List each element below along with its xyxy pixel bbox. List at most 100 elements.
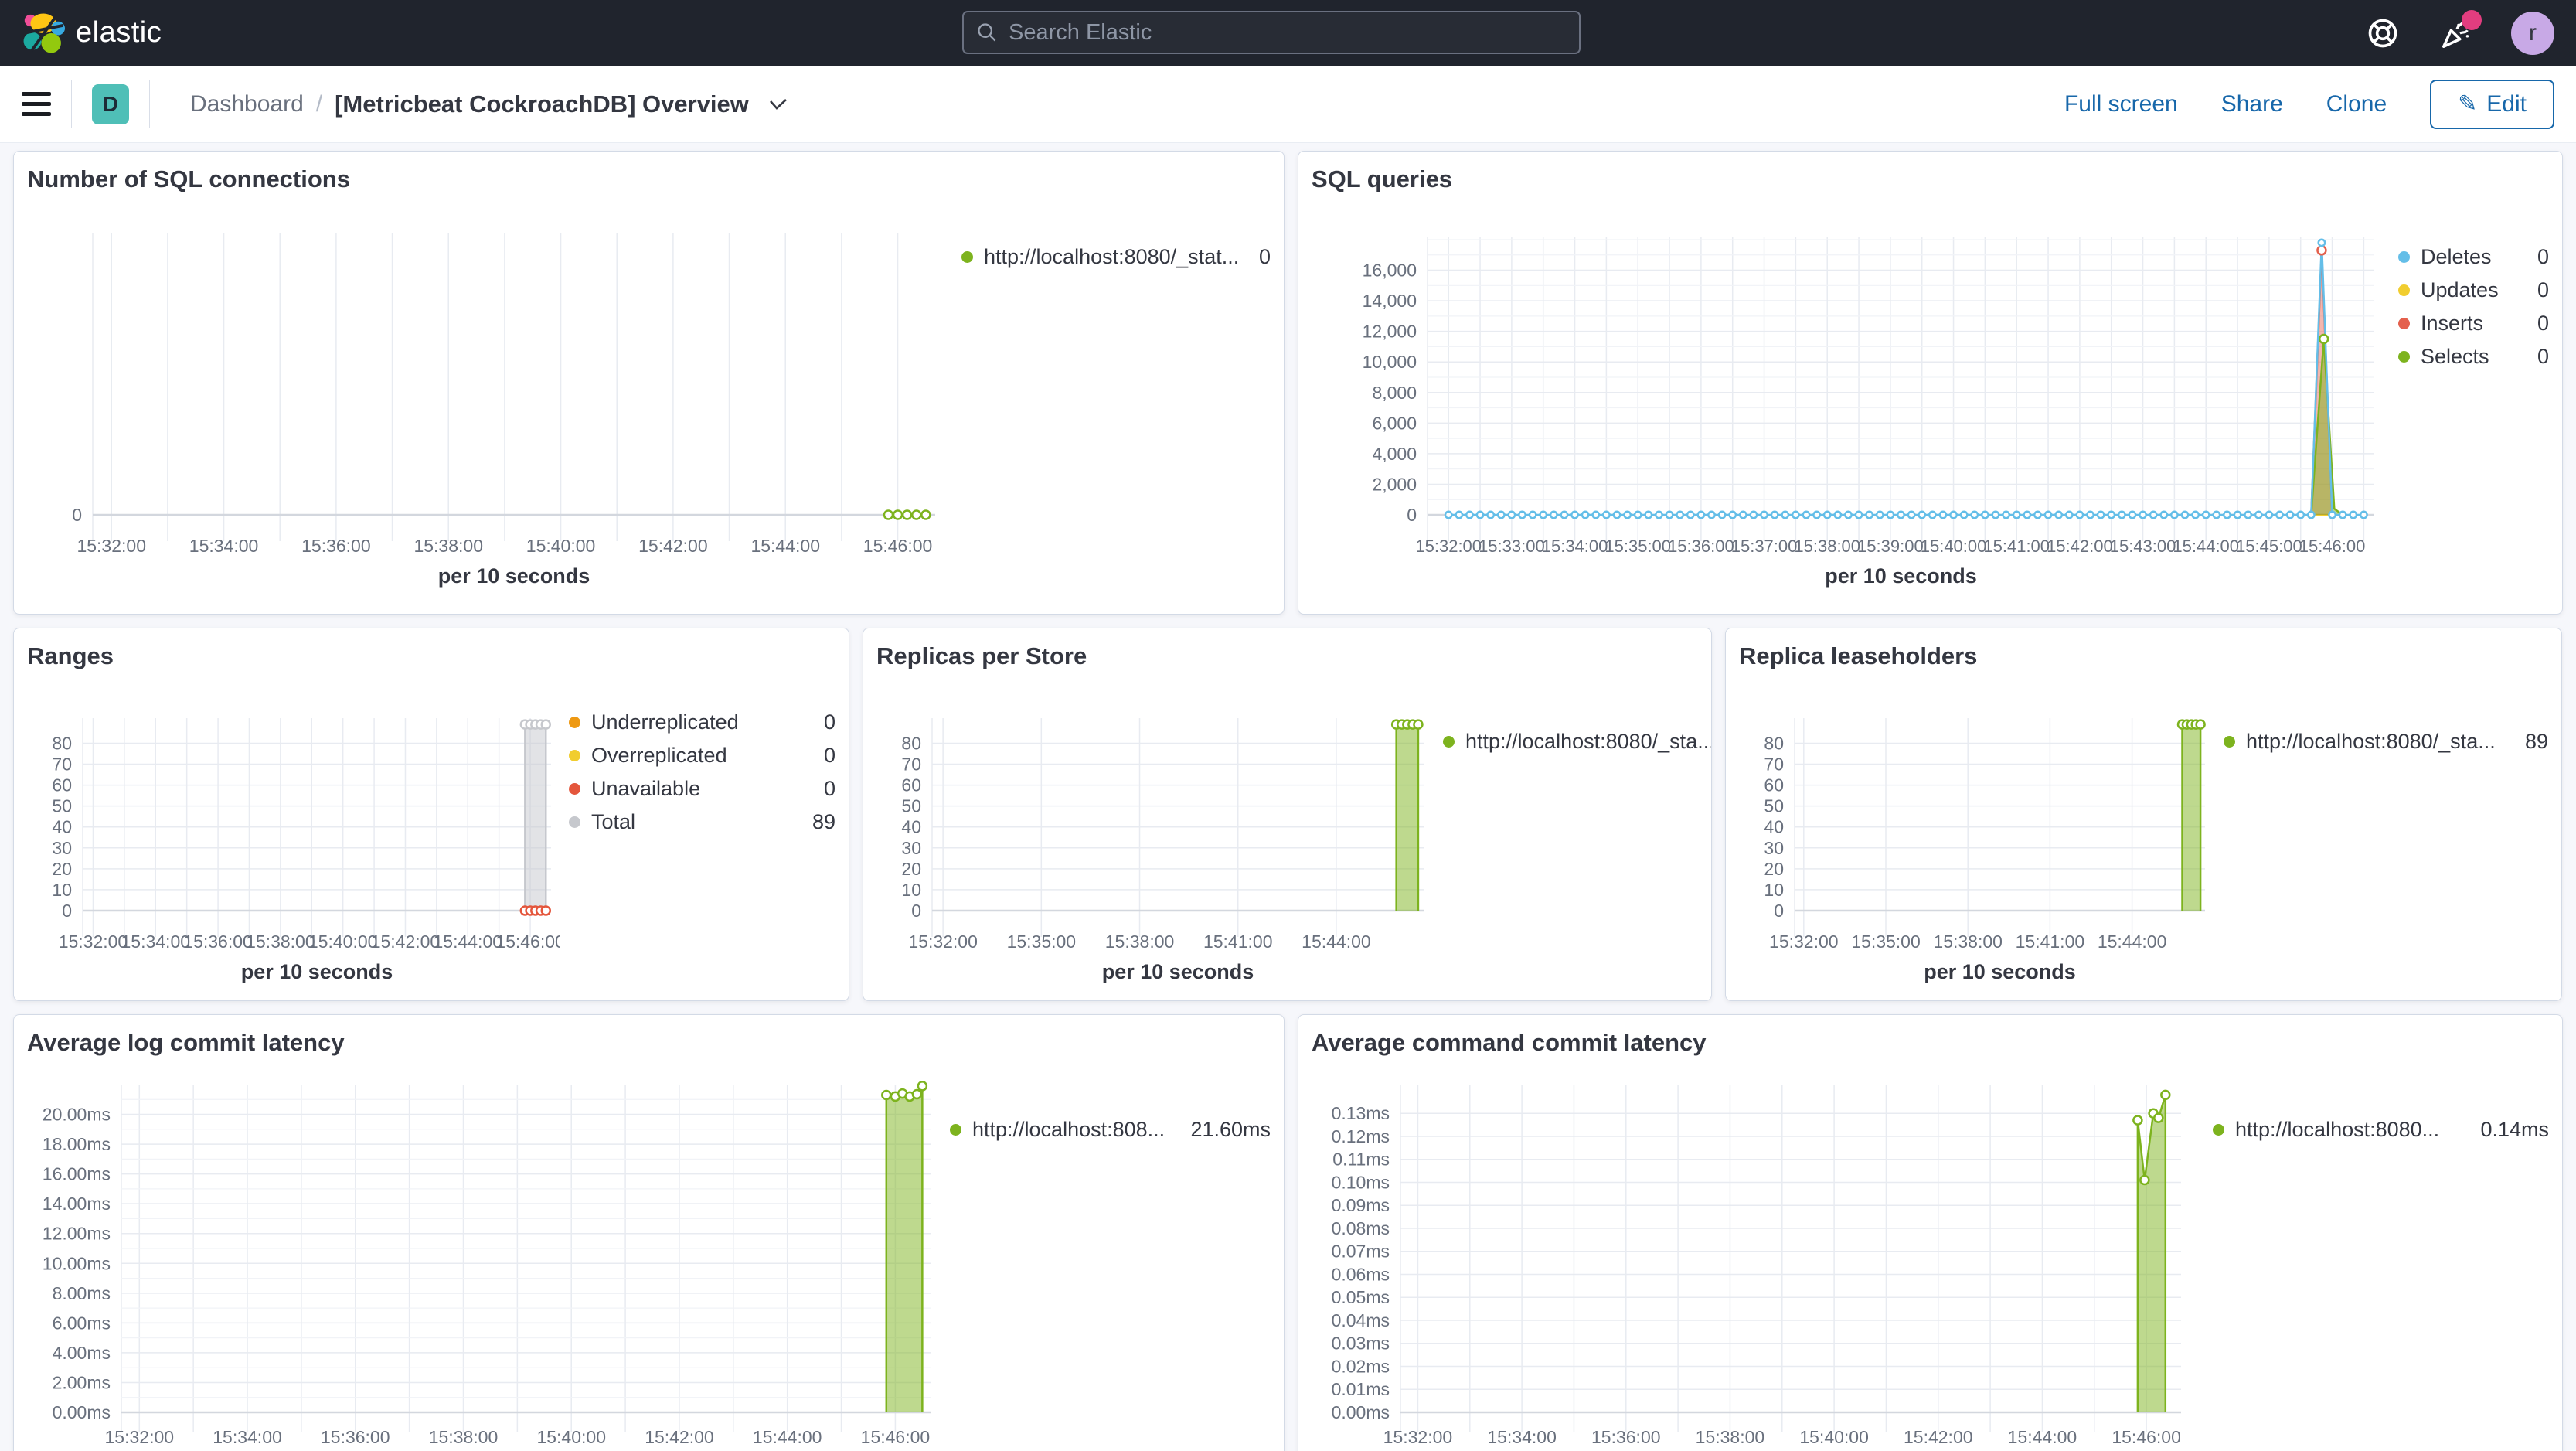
divider <box>71 80 72 128</box>
svg-text:6,000: 6,000 <box>1372 414 1417 434</box>
svg-text:8,000: 8,000 <box>1372 383 1417 403</box>
global-search[interactable] <box>962 11 1581 54</box>
svg-text:0.04ms: 0.04ms <box>1332 1310 1390 1330</box>
legend-item[interactable]: Inserts 0 <box>2398 307 2549 340</box>
panel-replica-leaseholders: Replica leaseholders 0 10 20 30 40 50 60 70 80 15… <box>1725 628 2562 1001</box>
svg-text:50: 50 <box>52 796 72 816</box>
breadcrumb-dashboard[interactable]: Dashboard <box>190 90 304 117</box>
svg-text:12.00ms: 12.00ms <box>43 1224 111 1244</box>
legend-label: Unavailable <box>591 777 701 801</box>
svg-text:16.00ms: 16.00ms <box>43 1164 111 1184</box>
svg-text:10: 10 <box>901 880 921 900</box>
svg-text:0.05ms: 0.05ms <box>1332 1288 1390 1308</box>
search-input[interactable] <box>1009 19 1567 46</box>
clone-button[interactable]: Clone <box>2326 90 2387 117</box>
svg-text:15:46:00: 15:46:00 <box>861 1427 931 1447</box>
legend-label: Total <box>591 810 636 834</box>
svg-text:20: 20 <box>1764 859 1784 879</box>
legend-item[interactable]: http://localhost:8080/_sta...89 <box>2224 725 2548 758</box>
svg-text:15:44:00: 15:44:00 <box>750 536 820 556</box>
share-button[interactable]: Share <box>2220 90 2283 117</box>
legend-item[interactable]: Overreplicated 0 <box>569 739 835 772</box>
panel-title: Replica leaseholders <box>1739 642 1978 669</box>
edit-button[interactable]: ✎ Edit <box>2430 79 2554 129</box>
legend-item[interactable]: Selects 0 <box>2398 340 2549 373</box>
legend-swatch <box>569 750 580 762</box>
legend-item[interactable]: http://localhost:808... 21.60ms <box>950 1113 1271 1146</box>
svg-text:70: 70 <box>901 754 921 775</box>
svg-text:15:42:00: 15:42:00 <box>645 1427 714 1447</box>
notification-badge <box>2462 9 2482 30</box>
help-icon[interactable] <box>2363 13 2403 53</box>
svg-text:8.00ms: 8.00ms <box>53 1283 111 1303</box>
svg-text:15:37:00: 15:37:00 <box>1731 536 1798 556</box>
svg-text:15:41:00: 15:41:00 <box>1203 932 1273 952</box>
svg-text:0.09ms: 0.09ms <box>1332 1196 1390 1216</box>
legend-item[interactable]: Underreplicated 0 <box>569 706 835 739</box>
space-badge[interactable]: D <box>92 83 129 124</box>
panel-log-commit-latency: Average log commit latency 0.00ms 2.00ms 4… <box>13 1014 1285 1451</box>
legend-value: 0 <box>2537 245 2549 269</box>
svg-text:0.00ms: 0.00ms <box>53 1402 111 1422</box>
svg-text:15:44:00: 15:44:00 <box>753 1427 822 1447</box>
svg-text:15:44:00: 15:44:00 <box>1302 932 1371 952</box>
chart-sql-queries: 0 2,000 4,000 6,000 8,000 10,000 12,000 14,000 1… <box>1363 237 2374 588</box>
panel-command-commit-latency: Average command commit latency 0.00ms 0.0… <box>1298 1014 2563 1451</box>
svg-text:50: 50 <box>901 796 921 816</box>
legend-label: http://localhost:8080/_sta... <box>1465 730 1712 754</box>
svg-text:6.00ms: 6.00ms <box>53 1313 111 1333</box>
panel-title: Replicas per Store <box>876 642 1087 669</box>
breadcrumb-separator: / <box>315 90 323 117</box>
page-title: [Metricbeat CockroachDB] Overview <box>335 90 749 118</box>
svg-text:15:46:00: 15:46:00 <box>863 536 933 556</box>
legend-item[interactable]: http://localhost:8080... 0.14ms <box>2213 1113 2549 1146</box>
avatar[interactable]: r <box>2511 11 2554 55</box>
menu-icon[interactable] <box>22 92 51 116</box>
svg-text:12,000: 12,000 <box>1363 322 1417 342</box>
svg-text:15:38:00: 15:38:00 <box>1794 536 1860 556</box>
svg-text:15:32:00: 15:32:00 <box>1383 1427 1453 1447</box>
svg-text:18.00ms: 18.00ms <box>43 1134 111 1154</box>
legend-item[interactable]: Total 89 <box>569 806 835 839</box>
legend-item[interactable]: Updates 0 <box>2398 274 2549 307</box>
panel-title: Average command commit latency <box>1312 1029 1707 1056</box>
svg-text:15:40:00: 15:40:00 <box>1799 1427 1869 1447</box>
svg-text:0: 0 <box>1774 901 1784 921</box>
chart-sql-connections: 0 15:32:00 15:34:00 15:36:00 15:38:00 15:40:0… <box>72 233 935 588</box>
legend-item[interactable]: Deletes 0 <box>2398 240 2549 274</box>
legend: http://localhost:8080... 0.14ms <box>2213 1069 2549 1451</box>
svg-text:15:41:00: 15:41:00 <box>2016 932 2085 952</box>
svg-text:20: 20 <box>901 859 921 879</box>
legend-item[interactable]: http://localhost:8080/_stat... 0 <box>961 240 1271 274</box>
svg-text:0.11ms: 0.11ms <box>1332 1150 1390 1170</box>
news-icon[interactable] <box>2437 9 2482 53</box>
svg-text:15:38:00: 15:38:00 <box>1105 932 1175 952</box>
svg-text:2.00ms: 2.00ms <box>53 1373 111 1393</box>
legend: http://localhost:8080/_sta...89 <box>1443 683 1711 1000</box>
svg-text:15:34:00: 15:34:00 <box>213 1427 282 1447</box>
legend-value: 21.60ms <box>1190 1118 1271 1142</box>
legend-label: http://localhost:8080/_stat... <box>984 245 1240 269</box>
svg-text:0: 0 <box>1407 505 1417 525</box>
svg-text:15:41:00: 15:41:00 <box>1983 536 2050 556</box>
full-screen-button[interactable]: Full screen <box>2064 90 2178 117</box>
legend-item[interactable]: Unavailable 0 <box>569 772 835 806</box>
title-caret-icon[interactable] <box>769 98 788 111</box>
svg-text:0.03ms: 0.03ms <box>1332 1333 1390 1354</box>
svg-text:60: 60 <box>52 775 72 795</box>
svg-text:15:42:00: 15:42:00 <box>638 536 708 556</box>
svg-text:15:34:00: 15:34:00 <box>121 932 191 952</box>
legend-item[interactable]: http://localhost:8080/_sta...89 <box>1443 725 1711 758</box>
elastic-logo[interactable]: elastic <box>0 12 162 55</box>
legend-value: 0 <box>2537 345 2549 369</box>
svg-text:0.06ms: 0.06ms <box>1332 1265 1390 1285</box>
legend: http://localhost:8080/_sta...89 <box>2224 683 2548 1000</box>
breadcrumb: Dashboard / [Metricbeat CockroachDB] Ove… <box>190 90 788 118</box>
breadcrumb-bar: D Dashboard / [Metricbeat CockroachDB] O… <box>0 66 2576 143</box>
legend-label: Underreplicated <box>591 710 739 734</box>
dashboard-grid: Number of SQL connections 0 15:32:00 15:34… <box>0 143 2576 1451</box>
svg-text:60: 60 <box>901 775 921 795</box>
panel-title: Ranges <box>27 642 114 669</box>
